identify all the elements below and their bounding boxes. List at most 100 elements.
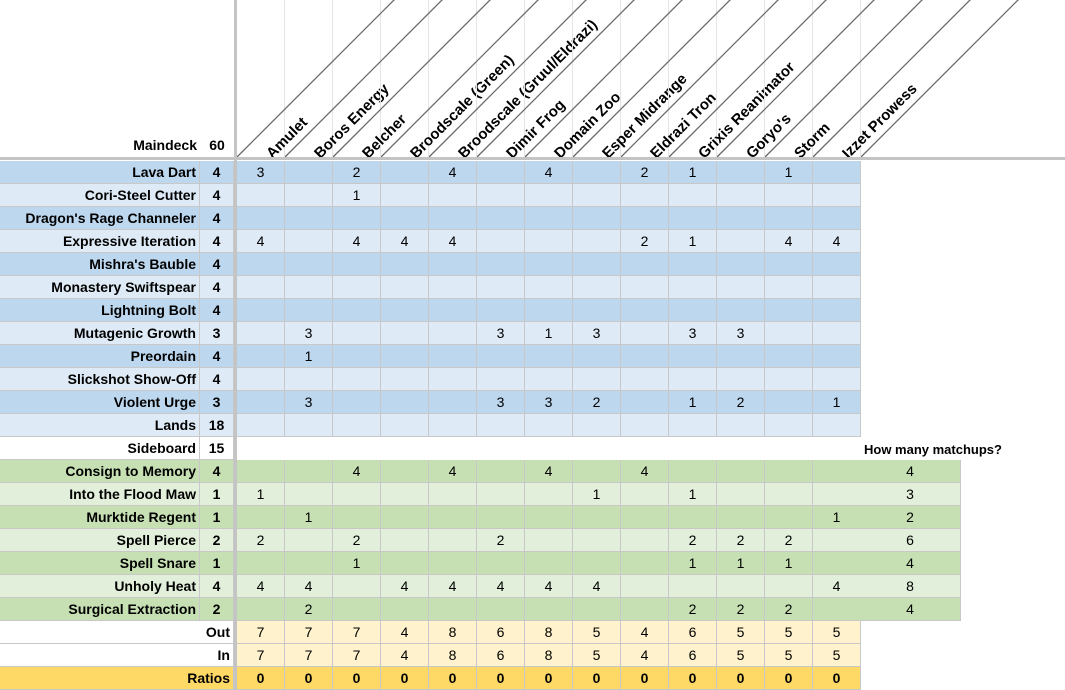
summary-cell[interactable]: 5 — [765, 621, 813, 644]
matchup-cell[interactable] — [333, 391, 381, 414]
matchup-cell[interactable] — [333, 276, 381, 299]
matchup-cell[interactable]: 2 — [669, 598, 717, 621]
matchup-cell[interactable] — [525, 506, 573, 529]
matchup-cell[interactable]: 1 — [813, 391, 861, 414]
matchup-cell[interactable] — [237, 552, 285, 575]
matchup-cell[interactable] — [381, 552, 429, 575]
matchup-cell[interactable] — [621, 276, 669, 299]
matchup-cell[interactable] — [525, 276, 573, 299]
matchup-cell[interactable]: 3 — [717, 322, 765, 345]
matchup-cell[interactable] — [525, 230, 573, 253]
matchup-cell[interactable]: 1 — [669, 230, 717, 253]
summary-cell[interactable]: 4 — [621, 644, 669, 667]
matchup-cell[interactable] — [525, 345, 573, 368]
matchup-cell[interactable] — [333, 345, 381, 368]
matchup-cell[interactable] — [813, 184, 861, 207]
matchup-cell[interactable] — [477, 460, 525, 483]
card-count[interactable]: 4 — [200, 230, 234, 253]
matchup-cell[interactable]: 4 — [237, 575, 285, 598]
matchup-cell[interactable] — [813, 552, 861, 575]
summary-cell[interactable]: 0 — [525, 667, 573, 690]
matchup-cell[interactable] — [477, 253, 525, 276]
matchup-cell[interactable] — [477, 184, 525, 207]
matchup-cell[interactable] — [429, 414, 477, 437]
matchup-cell[interactable]: 2 — [717, 598, 765, 621]
matchup-cell[interactable] — [813, 414, 861, 437]
matchup-count-cell[interactable]: 8 — [860, 575, 961, 598]
matchup-cell[interactable]: 4 — [477, 575, 525, 598]
matchup-cell[interactable] — [333, 483, 381, 506]
matchup-cell[interactable] — [765, 506, 813, 529]
card-count[interactable]: 4 — [200, 276, 234, 299]
matchup-cell[interactable] — [669, 184, 717, 207]
matchup-cell[interactable]: 4 — [285, 575, 333, 598]
matchup-cell[interactable] — [285, 529, 333, 552]
matchup-cell[interactable] — [717, 506, 765, 529]
matchup-cell[interactable] — [237, 207, 285, 230]
matchup-cell[interactable] — [717, 230, 765, 253]
card-name[interactable]: Consign to Memory — [0, 460, 200, 483]
matchup-cell[interactable]: 1 — [813, 506, 861, 529]
matchup-cell[interactable]: 1 — [237, 483, 285, 506]
matchup-cell[interactable] — [765, 276, 813, 299]
matchup-cell[interactable] — [381, 414, 429, 437]
card-name[interactable]: Monastery Swiftspear — [0, 276, 200, 299]
summary-cell[interactable]: 6 — [669, 621, 717, 644]
matchup-cell[interactable] — [621, 575, 669, 598]
matchup-cell[interactable] — [765, 299, 813, 322]
summary-cell[interactable]: 4 — [381, 644, 429, 667]
matchup-cell[interactable] — [477, 483, 525, 506]
matchup-cell[interactable] — [669, 368, 717, 391]
matchup-cell[interactable] — [813, 161, 861, 184]
matchup-cell[interactable] — [573, 253, 621, 276]
matchup-cell[interactable]: 2 — [717, 529, 765, 552]
matchup-count-cell[interactable]: 3 — [860, 483, 961, 506]
matchup-cell[interactable]: 3 — [669, 322, 717, 345]
matchup-cell[interactable] — [669, 506, 717, 529]
summary-cell[interactable]: 0 — [621, 667, 669, 690]
summary-cell[interactable]: 0 — [381, 667, 429, 690]
summary-cell[interactable]: 7 — [237, 621, 285, 644]
matchup-cell[interactable] — [621, 529, 669, 552]
matchup-cell[interactable] — [285, 483, 333, 506]
sideboard-count[interactable]: 15 — [200, 437, 234, 460]
matchup-count-cell[interactable]: 4 — [860, 552, 961, 575]
matchup-cell[interactable]: 4 — [429, 460, 477, 483]
summary-cell[interactable]: 0 — [285, 667, 333, 690]
matchup-cell[interactable] — [237, 414, 285, 437]
matchup-cell[interactable] — [333, 368, 381, 391]
matchup-cell[interactable]: 2 — [333, 529, 381, 552]
matchup-cell[interactable] — [765, 207, 813, 230]
matchup-cell[interactable]: 2 — [621, 230, 669, 253]
matchup-cell[interactable] — [381, 598, 429, 621]
matchup-cell[interactable] — [477, 598, 525, 621]
matchup-cell[interactable]: 1 — [285, 506, 333, 529]
matchup-cell[interactable] — [333, 299, 381, 322]
matchup-cell[interactable] — [381, 483, 429, 506]
matchup-count-cell[interactable]: 4 — [860, 460, 961, 483]
matchup-cell[interactable] — [381, 207, 429, 230]
matchup-cell[interactable] — [621, 253, 669, 276]
matchup-cell[interactable] — [525, 483, 573, 506]
summary-cell[interactable]: 5 — [717, 621, 765, 644]
summary-cell[interactable]: 0 — [573, 667, 621, 690]
matchup-cell[interactable] — [717, 575, 765, 598]
summary-cell[interactable]: 6 — [669, 644, 717, 667]
matchup-cell[interactable] — [765, 368, 813, 391]
matchup-cell[interactable]: 4 — [813, 575, 861, 598]
summary-cell[interactable]: 0 — [477, 667, 525, 690]
matchup-cell[interactable] — [573, 368, 621, 391]
summary-cell[interactable]: 5 — [813, 621, 861, 644]
matchup-cell[interactable] — [333, 506, 381, 529]
matchup-cell[interactable] — [525, 253, 573, 276]
matchup-cell[interactable]: 4 — [621, 460, 669, 483]
matchup-cell[interactable]: 1 — [717, 552, 765, 575]
card-count[interactable]: 4 — [200, 184, 234, 207]
matchup-cell[interactable] — [813, 253, 861, 276]
matchup-cell[interactable] — [813, 322, 861, 345]
card-name[interactable]: Lands — [0, 414, 200, 437]
card-count[interactable]: 1 — [200, 552, 234, 575]
matchup-cell[interactable] — [573, 207, 621, 230]
card-count[interactable]: 4 — [200, 460, 234, 483]
matchup-cell[interactable] — [333, 414, 381, 437]
